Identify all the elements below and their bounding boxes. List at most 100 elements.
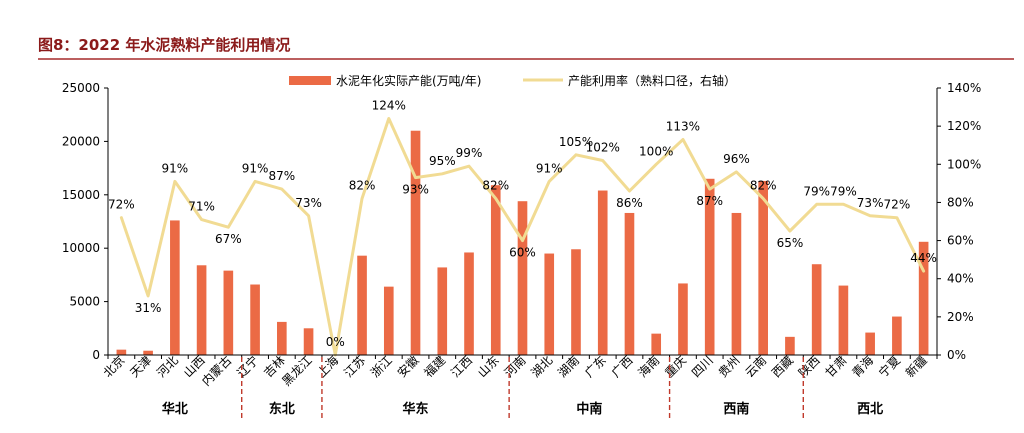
data-label: 95%	[429, 154, 456, 168]
x-tick-label: 湖南	[555, 353, 583, 381]
region-groups: 华北 东北 华东 中南 西南 西北	[162, 357, 883, 420]
x-tick-label: 福建	[421, 353, 449, 381]
bar	[383, 286, 394, 355]
data-label: 91%	[536, 161, 563, 175]
x-tick-label: 甘肃	[823, 353, 850, 380]
line-series	[119, 117, 926, 357]
data-label: 71%	[188, 200, 215, 214]
x-tick-label: 上海	[314, 353, 342, 381]
data-label: 87%	[268, 169, 295, 183]
x-tick-label: 海南	[635, 353, 663, 381]
x-tick-label: 广西	[609, 353, 636, 380]
x-tick-label: 湖北	[528, 353, 556, 381]
right-tick-label: 100%	[947, 157, 981, 171]
right-tick-label: 120%	[947, 119, 981, 133]
x-tick-label: 江西	[448, 353, 475, 380]
right-tick-label: 60%	[947, 234, 974, 248]
data-label: 124%	[372, 99, 406, 113]
data-label: 73%	[295, 196, 322, 210]
bar	[651, 333, 662, 355]
figure-title: 图8：2022 年水泥熟料产能利用情况	[38, 36, 290, 54]
left-y-axis: 0 5000 10000 15000 20000 25000	[62, 81, 109, 362]
bar	[490, 185, 501, 355]
data-label: 96%	[723, 152, 750, 166]
region-label: 西北	[857, 402, 883, 417]
data-label: 44%	[910, 251, 937, 265]
x-tick-label: 山东	[475, 353, 502, 380]
bar	[758, 180, 768, 355]
data-label: 72%	[108, 198, 135, 212]
x-tick-label: 贵州	[716, 353, 743, 380]
bar	[223, 270, 234, 355]
chart-legend: 水泥年化实际产能(万吨/年) 产能利用率（熟料口径，右轴）	[289, 73, 736, 88]
bar	[838, 285, 849, 355]
left-tick-label: 5000	[69, 295, 100, 309]
data-label: 102%	[586, 140, 620, 154]
x-tick-label: 陕西	[795, 353, 823, 381]
bar	[624, 212, 635, 355]
x-tick-label: 西藏	[769, 353, 796, 380]
line-data-labels: 72%31%91%71%67%91%87%73%0%82%124%93%95%9…	[108, 99, 937, 349]
data-label: 79%	[830, 184, 857, 198]
data-label: 82%	[349, 179, 376, 193]
bar	[250, 284, 260, 355]
right-tick-label: 20%	[947, 310, 974, 324]
bar	[464, 252, 474, 355]
x-tick-label: 安徽	[394, 353, 422, 381]
data-label: 73%	[857, 196, 884, 210]
data-label: 65%	[777, 236, 804, 250]
bar	[892, 316, 902, 355]
bar	[678, 283, 688, 355]
bar	[410, 130, 421, 355]
data-label: 91%	[162, 161, 189, 175]
data-label: 0%	[326, 335, 345, 349]
x-tick-label: 宁夏	[875, 353, 903, 381]
x-tick-label: 天津	[127, 353, 154, 380]
data-label: 105%	[559, 135, 593, 149]
bar-series	[116, 130, 929, 355]
bar	[571, 249, 581, 355]
x-tick-label: 浙江	[368, 353, 395, 380]
data-label: 99%	[456, 146, 483, 160]
bar	[731, 212, 742, 355]
x-tick-label: 河南	[501, 353, 529, 381]
left-tick-label: 15000	[62, 188, 100, 202]
data-label: 100%	[639, 144, 673, 158]
bar	[116, 349, 127, 355]
data-label: 60%	[509, 246, 536, 260]
right-y-axis: 0% 20% 40% 60% 80% 100% 120% 140%	[936, 81, 981, 362]
bar	[918, 241, 929, 355]
region-label: 华北	[162, 401, 188, 417]
bar	[143, 350, 153, 355]
bar	[357, 255, 367, 355]
bar	[277, 321, 287, 355]
region-label: 东北	[269, 401, 295, 417]
x-tick-label: 云南	[742, 353, 770, 381]
region-label: 华东	[403, 401, 429, 417]
data-label: 79%	[803, 184, 830, 198]
x-tick-label: 江苏	[341, 353, 368, 380]
data-label: 82%	[750, 179, 777, 193]
data-label: 87%	[696, 194, 723, 208]
x-tick-label: 新疆	[902, 353, 930, 381]
x-tick-label: 广东	[582, 353, 609, 380]
region-label: 中南	[576, 401, 602, 417]
data-label: 93%	[402, 183, 429, 197]
bar	[704, 178, 715, 355]
bar	[437, 267, 448, 355]
region-label: 西南	[723, 401, 749, 417]
x-tick-label: 辽宁	[234, 353, 262, 381]
x-tick-label: 内蒙古	[198, 353, 234, 389]
right-tick-label: 80%	[947, 195, 974, 209]
x-tick-label: 四川	[689, 353, 716, 380]
bar	[170, 220, 180, 355]
bar	[597, 190, 608, 355]
bar	[865, 332, 875, 355]
right-tick-label: 0%	[947, 348, 966, 362]
x-tick-label: 重庆	[662, 353, 689, 380]
legend-bar-swatch	[289, 76, 331, 85]
right-tick-label: 140%	[947, 81, 981, 95]
data-label: 91%	[242, 161, 269, 175]
